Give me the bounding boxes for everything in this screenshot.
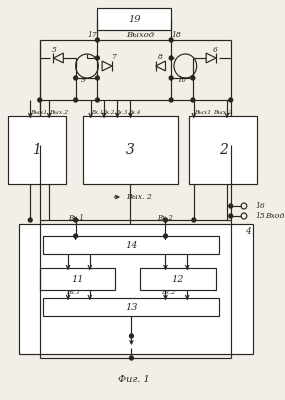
Circle shape — [229, 98, 233, 102]
Circle shape — [191, 76, 195, 80]
Circle shape — [95, 76, 99, 80]
Circle shape — [164, 218, 167, 222]
Text: Вых. 2: Вых. 2 — [126, 193, 152, 201]
Text: Вх.2: Вх.2 — [161, 290, 175, 296]
Circle shape — [28, 218, 32, 222]
Text: Вх.1: Вх.1 — [91, 110, 103, 116]
Text: Вых.2: Вых.2 — [49, 110, 68, 116]
Text: 17: 17 — [88, 31, 97, 39]
Text: Вх.3: Вх.3 — [115, 110, 128, 116]
Bar — [83, 116, 178, 184]
Text: 3: 3 — [126, 143, 135, 157]
Circle shape — [191, 98, 195, 102]
Text: 8: 8 — [158, 53, 163, 61]
Text: Вх.1: Вх.1 — [68, 214, 84, 222]
Text: 5: 5 — [52, 46, 56, 54]
Bar — [8, 116, 66, 184]
Text: 19: 19 — [128, 14, 141, 24]
Text: Вых.2: Вых.2 — [213, 110, 232, 116]
Text: 15: 15 — [255, 212, 265, 220]
Text: Выход: Выход — [126, 31, 154, 39]
Circle shape — [229, 204, 233, 208]
Text: 12: 12 — [172, 274, 184, 284]
Text: 9: 9 — [81, 76, 86, 84]
Text: 4: 4 — [245, 228, 251, 236]
Circle shape — [95, 56, 99, 60]
Circle shape — [74, 76, 78, 80]
Bar — [44, 298, 219, 316]
Circle shape — [164, 234, 167, 238]
Bar — [19, 224, 253, 354]
Text: Вх.1: Вх.1 — [66, 290, 80, 296]
Circle shape — [229, 214, 233, 218]
Text: 13: 13 — [125, 302, 138, 312]
Circle shape — [169, 76, 173, 80]
Circle shape — [169, 56, 173, 60]
Text: 6: 6 — [213, 46, 218, 54]
Text: 10: 10 — [178, 76, 187, 84]
Bar — [44, 236, 219, 254]
Circle shape — [74, 234, 78, 238]
Circle shape — [38, 98, 42, 102]
Text: Вх.2: Вх.2 — [102, 110, 115, 116]
Circle shape — [130, 334, 133, 338]
Text: Вых1: Вых1 — [194, 110, 211, 116]
Text: 18: 18 — [171, 31, 181, 39]
Bar — [97, 8, 171, 30]
Text: Вых1: Вых1 — [30, 110, 48, 116]
Circle shape — [169, 38, 173, 42]
Text: 7: 7 — [111, 53, 116, 61]
Circle shape — [95, 98, 99, 102]
Text: Вход: Вход — [265, 212, 284, 220]
Text: 1: 1 — [32, 143, 41, 157]
Text: 14: 14 — [125, 240, 138, 250]
Text: Вх.2: Вх.2 — [158, 214, 173, 222]
Text: 16: 16 — [255, 202, 265, 210]
Text: 11: 11 — [71, 274, 84, 284]
Bar — [140, 268, 215, 290]
Circle shape — [74, 98, 78, 102]
Circle shape — [95, 38, 99, 42]
Text: Фиг. 1: Фиг. 1 — [118, 376, 150, 384]
Circle shape — [169, 98, 173, 102]
Circle shape — [130, 356, 133, 360]
Bar — [189, 116, 257, 184]
Bar — [40, 268, 115, 290]
Circle shape — [192, 218, 196, 222]
Circle shape — [74, 218, 78, 222]
Text: Вх.4: Вх.4 — [128, 110, 140, 116]
Text: 2: 2 — [219, 143, 228, 157]
